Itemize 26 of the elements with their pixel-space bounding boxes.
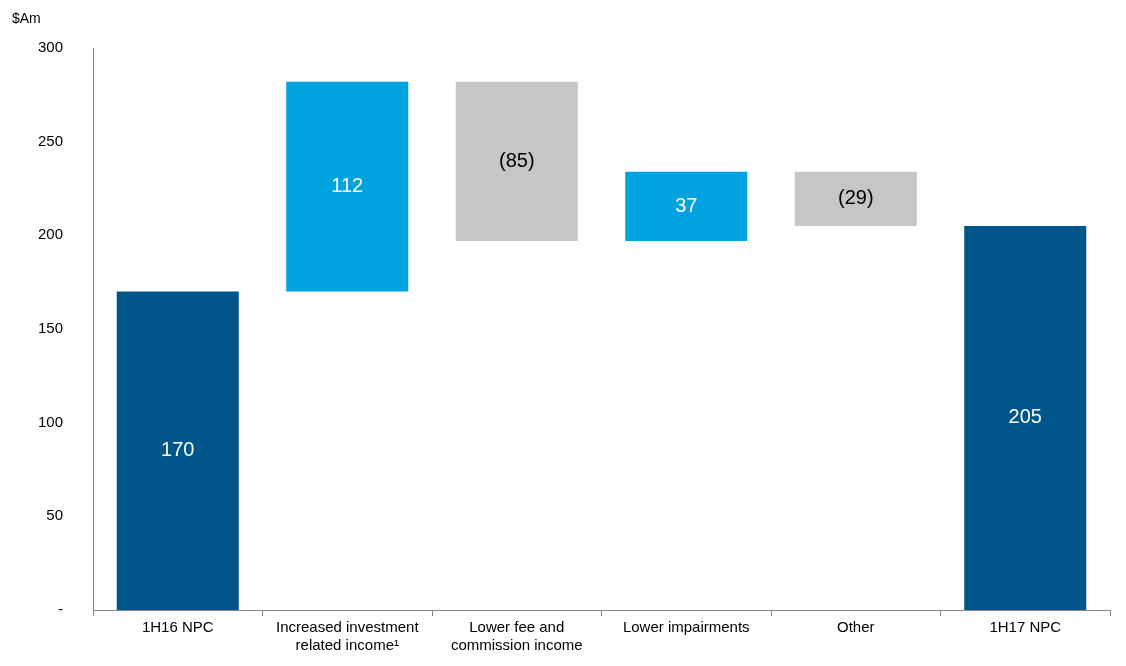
data-label: 205 — [1008, 405, 1042, 428]
bar — [794, 171, 917, 226]
x-tick-label: 1H16 NPC — [141, 618, 214, 636]
x-tick-label: Other — [837, 618, 875, 636]
x-tick-label: Lower fee and commission income — [450, 618, 583, 654]
bar — [625, 171, 748, 241]
bar — [286, 81, 409, 292]
data-label: (29) — [837, 186, 874, 209]
y-tick-label: 150 — [38, 319, 64, 337]
data-label: 37 — [675, 193, 698, 216]
y-tick-label: 250 — [38, 131, 64, 149]
data-label: (85) — [498, 148, 535, 171]
bar — [455, 81, 578, 241]
y-tick-label: 300 — [38, 38, 64, 56]
bar — [964, 225, 1087, 610]
y-tick-label: 200 — [38, 225, 64, 243]
x-tick-label: Lower impairments — [622, 618, 750, 636]
y-axis-title: $Am — [12, 9, 41, 26]
x-tick-label: 1H17 NPC — [989, 618, 1062, 636]
data-label: 170 — [161, 438, 195, 461]
data-label: 112 — [331, 174, 364, 197]
y-tick-label: 100 — [38, 412, 64, 430]
y-tick-label: - — [58, 600, 64, 618]
x-tick-label: Increased investment related income¹ — [275, 618, 420, 654]
y-tick-label: 50 — [46, 506, 64, 524]
bar — [116, 291, 239, 610]
